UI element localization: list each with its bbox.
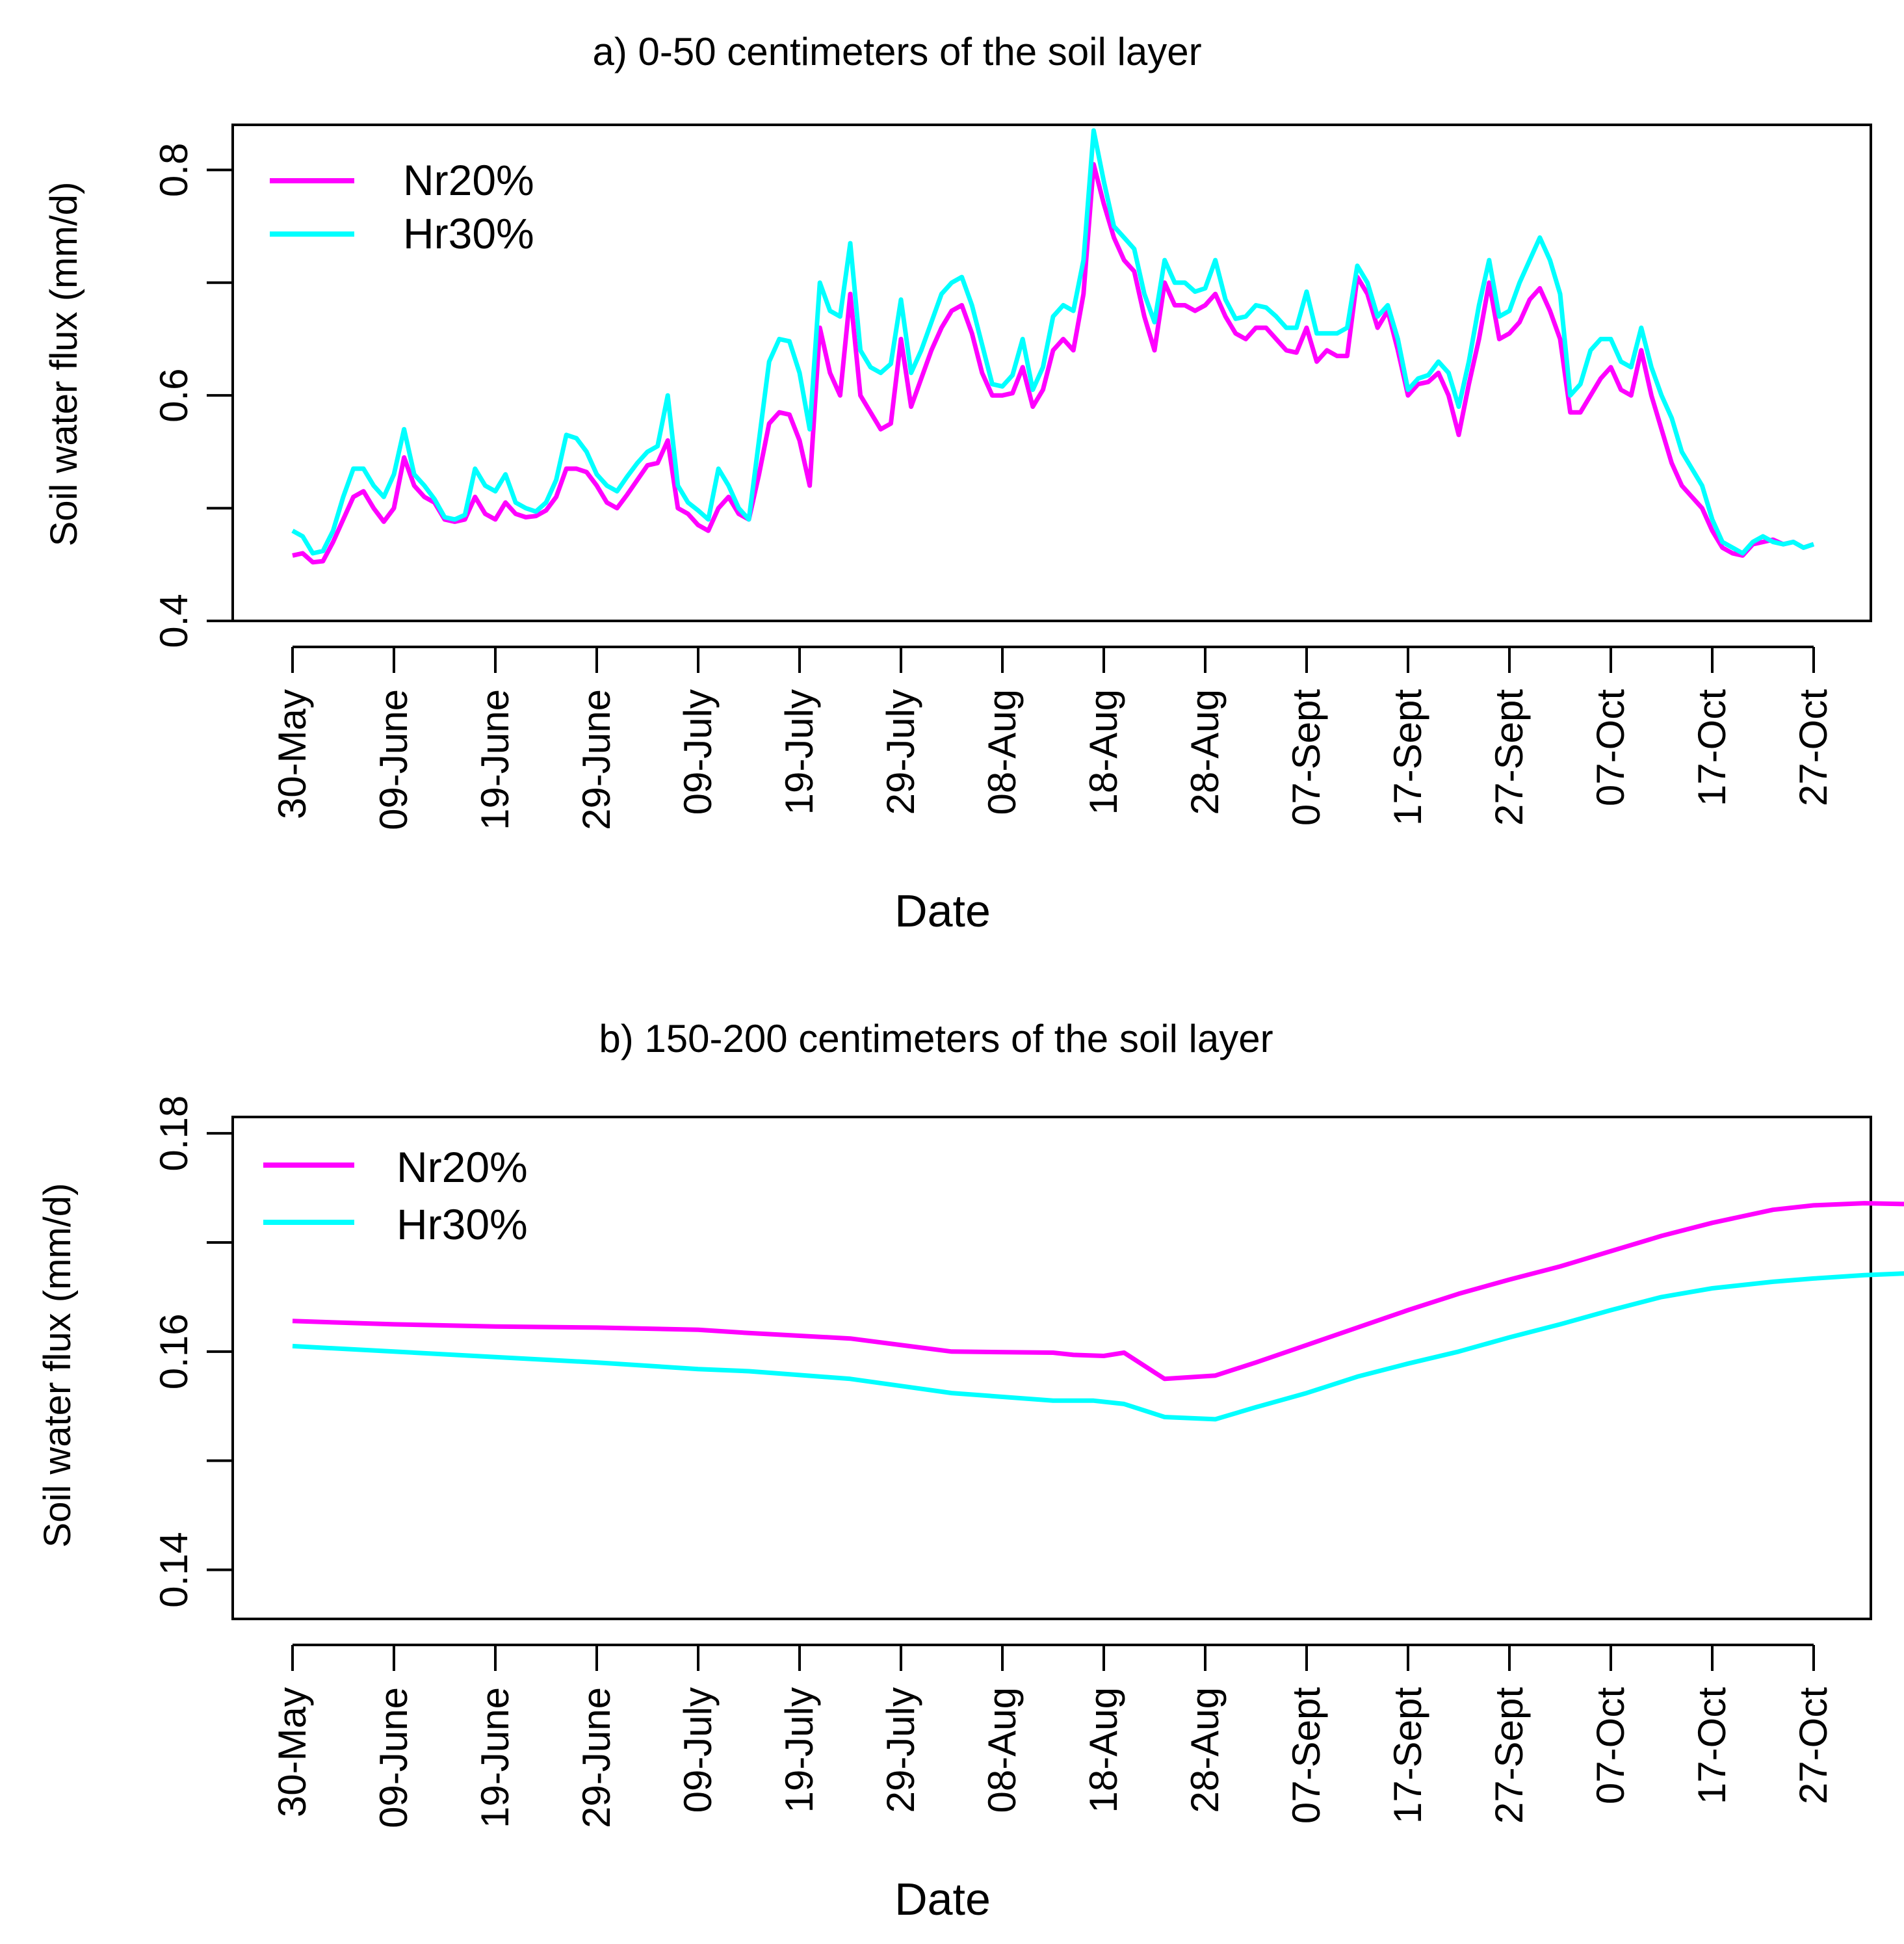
panel-b-x-tick-label: 28-Aug	[1183, 1687, 1227, 1813]
panel-a-title: a) 0-50 centimeters of the soil layer	[592, 30, 1201, 73]
panel-b-legend-label-nr20: Nr20%	[397, 1143, 528, 1191]
panel-a-x-axis-label: Date	[894, 886, 991, 936]
panel-a-x-tick-label: 07-Sept	[1285, 689, 1328, 826]
panel-b-y-tick-label: 0.18	[152, 1096, 196, 1172]
panel-a-y-tick-label: 0.8	[152, 143, 196, 197]
panel-a-x-tick-label: 29-July	[879, 689, 922, 815]
panel-a-x-tick-label: 08-Aug	[980, 689, 1024, 815]
panel-a-x-tick-label: 19-July	[777, 689, 821, 815]
panel-b-chart: b) 150-200 centimeters of the soil layer…	[36, 1017, 1904, 1924]
panel-a-series-hr30-line	[291, 128, 1815, 556]
panel-b-x-tick-label: 09-June	[372, 1687, 415, 1828]
panel-b-series-nr20-line	[292, 1201, 1904, 1382]
panel-a-legend-label-hr30: Hr30%	[403, 209, 534, 257]
panel-a-x-tick-label: 30-May	[270, 689, 314, 819]
panel-b-x-tick-label: 30-May	[270, 1687, 314, 1817]
panel-b-title: b) 150-200 centimeters of the soil layer	[599, 1017, 1273, 1060]
panel-a-chart: a) 0-50 centimeters of the soil layer 30…	[43, 30, 1872, 936]
panel-b-x-tick-label: 08-Aug	[980, 1687, 1024, 1813]
panel-a-legend-label-nr20: Nr20%	[403, 156, 534, 204]
panel-b-x-tick-label: 19-June	[473, 1687, 517, 1828]
panel-b-y-tick-label: 0.14	[152, 1532, 196, 1608]
panel-a-y-tick-label: 0.4	[152, 594, 196, 648]
panel-a-y-axis-label: Soil water flux (mm/d)	[43, 182, 85, 547]
panel-b-x-tick-label: 09-July	[676, 1687, 720, 1813]
panel-a-x-tick-label: 17-Oct	[1690, 689, 1734, 806]
panel-b-y-axis: 0.14 0.16 0.18	[152, 1096, 234, 1608]
panel-a-x-tick-label: 27-Sept	[1487, 689, 1531, 826]
panel-a-y-axis: 0.4 0.6 0.8	[152, 143, 234, 648]
panel-a-x-tick-label: 07-Oct	[1589, 689, 1632, 806]
panel-b-x-tick-label: 29-June	[575, 1687, 618, 1828]
panel-b-legend: Nr20% Hr30%	[263, 1143, 528, 1248]
panel-a-x-tick-label: 29-June	[575, 689, 618, 830]
panel-a-x-axis: 30-May 09-June 19-June 29-June 09-July 19-Jul…	[270, 646, 1835, 830]
panel-b-x-tick-label: 29-July	[879, 1687, 922, 1813]
panel-a-x-tick-label: 28-Aug	[1183, 689, 1227, 815]
panel-b-series-hr30-line	[292, 1271, 1904, 1422]
panel-b-x-tick-label: 18-Aug	[1082, 1687, 1125, 1813]
panel-b-y-tick-label: 0.16	[152, 1313, 196, 1389]
panel-b-y-axis-label: Soil water flux (mm/d)	[36, 1183, 79, 1548]
panel-a-x-tick-label: 27-Oct	[1792, 689, 1835, 806]
panel-b-x-tick-label: 27-Sept	[1487, 1687, 1531, 1824]
panel-a-x-tick-label: 18-Aug	[1082, 689, 1125, 815]
panel-a-y-tick-label: 0.6	[152, 368, 196, 422]
panel-b-x-axis-label: Date	[894, 1874, 991, 1924]
panel-b-x-tick-label: 27-Oct	[1792, 1687, 1835, 1804]
panel-b-x-tick-label: 07-Sept	[1285, 1687, 1328, 1824]
panel-b-x-tick-label: 07-Oct	[1589, 1687, 1632, 1804]
panel-a-series-nr20-line	[292, 162, 1815, 565]
panel-a-legend: Nr20% Hr30%	[270, 156, 534, 257]
panel-b-x-axis: 30-May 09-June 19-June 29-June 09-July 19-Jul…	[270, 1644, 1835, 1828]
panel-a-x-tick-label: 17-Sept	[1386, 689, 1429, 826]
panel-b-plot-frame	[231, 1116, 1872, 1620]
panel-b-x-tick-label: 17-Oct	[1690, 1687, 1734, 1804]
panel-a-x-tick-label: 19-June	[473, 689, 517, 830]
panel-b-legend-label-hr30: Hr30%	[397, 1200, 528, 1248]
panel-b-series	[292, 1201, 1904, 1422]
panel-b-x-tick-label: 19-July	[777, 1687, 821, 1813]
panel-b-x-tick-label: 17-Sept	[1386, 1687, 1429, 1824]
panel-a-x-tick-label: 09-July	[676, 689, 720, 815]
panel-a-x-tick-label: 09-June	[372, 689, 415, 830]
panel-a-series	[291, 128, 1815, 565]
